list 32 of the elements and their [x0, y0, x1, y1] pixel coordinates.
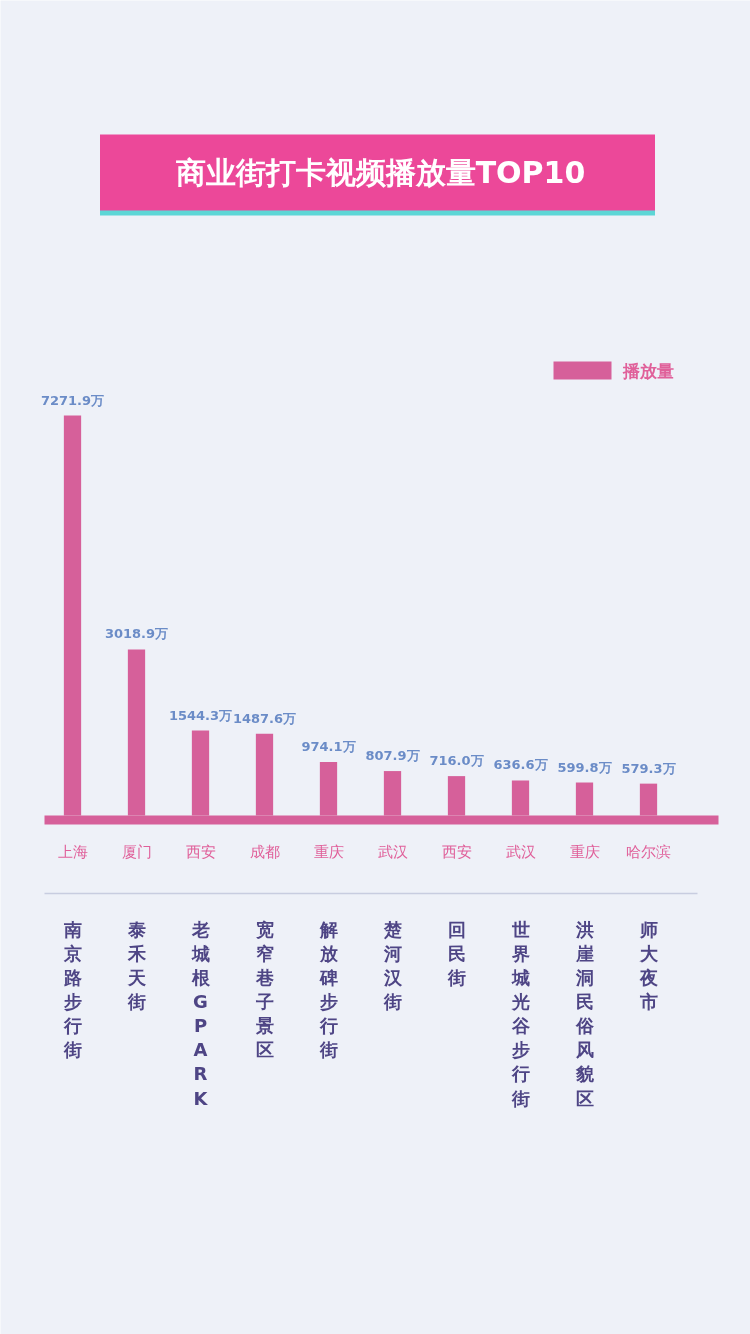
data-label: 807.9万: [365, 748, 420, 764]
data-label: 1487.6万: [232, 710, 297, 726]
text: 西安: [185, 842, 216, 861]
x-tick-label: 师大夜市: [638, 918, 659, 1012]
text: 重庆: [313, 842, 344, 861]
text: 成都: [249, 842, 280, 861]
x-tick-label: 洪崖洞民俗风貌区: [574, 918, 595, 1109]
x-tick-label: 宽窄巷子景区: [254, 918, 274, 1061]
data-label: 716.0万: [429, 753, 484, 769]
legend-label: 播放量: [621, 360, 674, 381]
data-label: 974.1万: [301, 738, 356, 754]
x-tick-label: 泰禾天街: [126, 918, 147, 1012]
text: 哈尔滨: [626, 842, 671, 861]
text: 上海: [57, 842, 88, 861]
data-label: 579.3万: [621, 760, 676, 776]
x-tick-label: 老城根G PARK: [190, 918, 211, 1109]
data-label: 599.8万: [557, 759, 612, 775]
x-tick-label: 回民街: [446, 918, 466, 988]
data-label: 7271.9万: [40, 392, 105, 408]
data-label: 3018.9万: [104, 626, 169, 642]
data-label: 636.6万: [493, 757, 548, 773]
x-tick-label: 楚河汉街: [382, 918, 403, 1012]
x-tick-label: 世界城光谷步行街: [510, 918, 531, 1109]
text: 西安: [441, 842, 472, 861]
text: 武汉: [505, 842, 536, 861]
text: 重庆: [569, 842, 600, 861]
x-tick-label: 南京路步行街: [62, 918, 82, 1061]
chart-title: 商业街打卡视频播放量TOP10: [175, 155, 586, 190]
text: 厦门: [121, 842, 152, 861]
x-tick-label: 解放碑步行街: [318, 918, 339, 1061]
data-label: 1544.3万: [168, 707, 233, 723]
text: 武汉: [377, 842, 408, 861]
